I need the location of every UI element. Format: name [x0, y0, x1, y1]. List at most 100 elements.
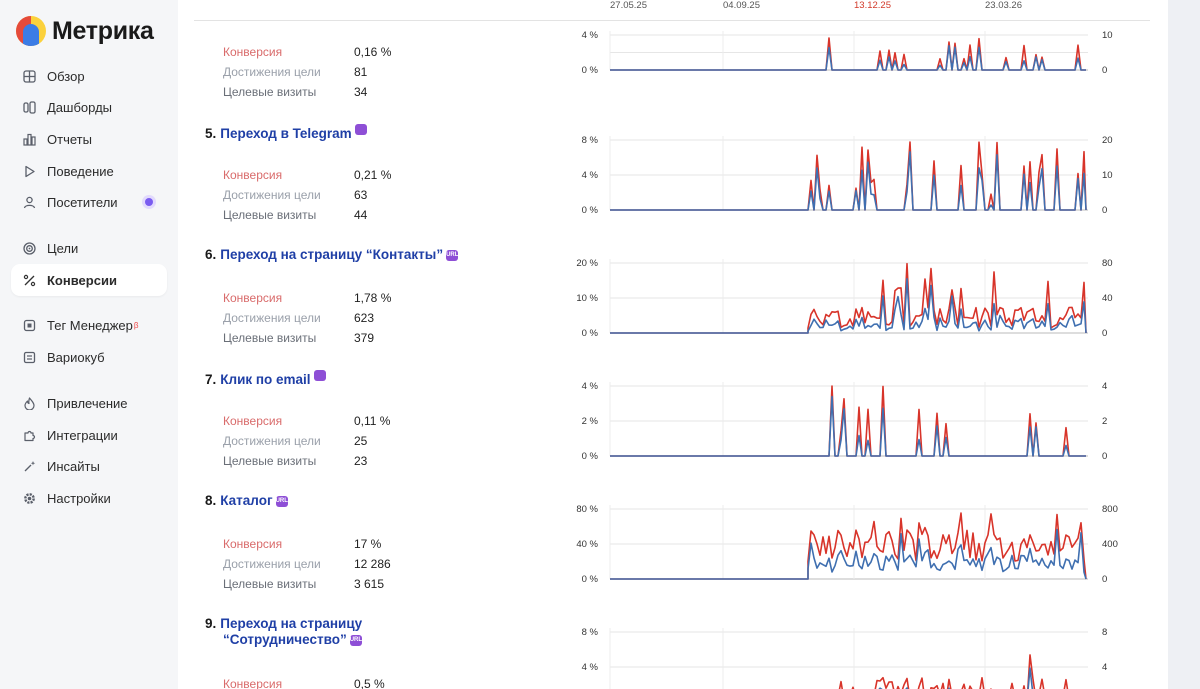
nav-label: Цели — [47, 240, 79, 256]
nav-item-dashboards[interactable]: Дашборды — [11, 91, 167, 123]
new-indicator-dot — [145, 198, 153, 206]
page-background — [1168, 0, 1200, 689]
chart-left-axis-label: 0 % — [582, 328, 599, 339]
chart-right-axis-label: 40 — [1102, 293, 1113, 304]
goal-number: 7. — [205, 372, 217, 387]
metric-value: 23 — [354, 454, 368, 468]
metric-label: Целевые визиты — [223, 208, 317, 222]
chart-right-axis-label: 10 — [1102, 30, 1113, 41]
nav-label: Дашборды — [47, 99, 112, 115]
metric-value: 44 — [354, 208, 368, 222]
nav-label: Обзор — [47, 68, 85, 84]
nav-label: Отчеты — [47, 131, 92, 147]
url-badge-icon: URL — [275, 496, 288, 507]
goal-title[interactable]: 9. Переход на страницу “Сотрудничество” URL — [205, 616, 362, 648]
metric-label: Достижения цели — [223, 65, 321, 79]
nav-item-visitors[interactable]: Посетители — [11, 186, 167, 218]
series-line-visits — [610, 395, 1086, 457]
nav-label: Вариокуб — [47, 349, 105, 365]
series-line-visits — [878, 667, 1034, 689]
chart-right-axis-label: 10 — [1102, 170, 1113, 181]
metric-value: 25 — [354, 434, 368, 448]
chart-left-axis-label: 10 % — [576, 293, 598, 304]
play-icon — [22, 164, 36, 178]
goal-title[interactable]: 8. Каталог URL — [205, 493, 288, 509]
nav-item-overview[interactable]: Обзор — [11, 60, 167, 92]
metric-label: Целевые визиты — [223, 85, 317, 99]
goal-title-text: Каталог — [220, 493, 273, 508]
goal-title-text-line2: “Сотрудничество” — [223, 632, 347, 647]
goal-title-text: Переход в Telegram — [220, 126, 352, 141]
chart-right-axis-label: 0 — [1102, 451, 1107, 462]
url-badge-icon: URL — [349, 635, 362, 646]
chart-left-axis-label: 8 % — [582, 135, 599, 146]
metric-value: 379 — [354, 331, 375, 345]
metric-value: 0,16 % — [354, 45, 392, 59]
goal-title[interactable]: 7. Клик по email — [205, 370, 326, 388]
series-line-conversion — [610, 262, 1087, 334]
series-line-visits — [610, 528, 1087, 580]
nav-item-tag-manager[interactable]: Тег Менеджер β — [11, 309, 167, 341]
nav-item-acquisition[interactable]: Привлечение — [11, 387, 167, 419]
nav-item-settings[interactable]: Настройки — [11, 482, 167, 514]
chart-right-axis-label: 80 — [1102, 258, 1113, 269]
goal-sparkline-chart: 80 % 40 % 0 % 800 400 0 — [576, 504, 1118, 585]
url-badge-icon: URL — [446, 250, 458, 261]
user-icon — [22, 195, 36, 209]
logo[interactable]: Метрика — [16, 15, 154, 47]
series-line-visits — [610, 151, 1087, 211]
metric-value: 0,5 % — [354, 677, 385, 689]
nav-item-reports[interactable]: Отчеты — [11, 123, 167, 155]
nav-item-conversions[interactable]: Конверсии — [11, 264, 167, 296]
chart-right-axis-label: 800 — [1102, 504, 1118, 515]
metric-value: 3 615 — [354, 577, 385, 591]
metric-label: Конверсия — [223, 45, 283, 59]
metric-label: Достижения цели — [223, 311, 321, 325]
main-content: 27.05.25 04.09.25 13.12.25 23.03.26 Конв… — [178, 0, 1168, 689]
goal-title[interactable]: 6. Переход на страницу “Контакты” URL — [205, 247, 458, 263]
metrika-logo-icon — [16, 16, 46, 46]
metric-label: Целевые визиты — [223, 331, 317, 345]
chart-right-axis-label: 0 — [1102, 328, 1107, 339]
goal-title[interactable]: 5. Переход в Telegram — [205, 124, 367, 142]
nav-item-behavior[interactable]: Поведение — [11, 155, 167, 187]
chart-left-axis-label: 4 % — [582, 170, 599, 181]
doc-icon — [22, 350, 36, 364]
metric-value: 63 — [354, 188, 368, 202]
nav-label: Интеграции — [47, 427, 118, 443]
chart-left-axis-label: 0 % — [582, 574, 599, 585]
gear-icon — [22, 491, 36, 505]
goal-sparkline-chart: 8 % 4 % 8 4 — [582, 627, 1107, 689]
metric-value: 12 286 — [354, 557, 391, 571]
flame-icon — [22, 396, 36, 410]
goal-title-text: Переход на страницу — [220, 616, 363, 631]
chart-right-axis-label: 400 — [1102, 539, 1118, 550]
nav-item-insights[interactable]: Инсайты — [11, 450, 167, 482]
metric-label: Конверсия — [223, 677, 283, 689]
nav-item-goals[interactable]: Цели — [11, 232, 167, 264]
beta-badge: β — [133, 320, 139, 330]
metric-label: Конверсия — [223, 537, 283, 551]
table-divider — [194, 20, 1150, 21]
metric-label: Достижения цели — [223, 557, 321, 571]
chat-badge-icon — [354, 124, 367, 135]
chart-left-axis-label: 40 % — [576, 539, 598, 550]
mail-badge-icon — [313, 370, 326, 381]
nav-label: Посетители — [47, 194, 118, 210]
goal-sparkline-chart: 4 % 2 % 0 % 4 2 0 — [582, 381, 1108, 462]
chart-left-axis-label: 8 % — [582, 627, 599, 638]
series-line-conversion — [610, 512, 1087, 580]
nav-item-integrations[interactable]: Интеграции — [11, 419, 167, 451]
metric-label: Целевые визиты — [223, 454, 317, 468]
metric-value: 623 — [354, 311, 375, 325]
metric-value: 0,11 % — [354, 414, 391, 428]
chart-right-axis-label: 0 — [1102, 574, 1107, 585]
metric-value: 0,21 % — [354, 168, 392, 182]
chart-left-axis-label: 20 % — [576, 258, 598, 269]
nav-item-variocube[interactable]: Вариокуб — [11, 341, 167, 373]
metric-label: Конверсия — [223, 414, 283, 428]
goal-title-text: Переход на страницу “Контакты” — [220, 247, 444, 262]
goal-sparkline-chart: 20 % 10 % 0 % 80 40 0 — [576, 258, 1113, 339]
series-line-conversion — [838, 654, 1069, 689]
nav-label: Тег Менеджер — [47, 317, 133, 333]
